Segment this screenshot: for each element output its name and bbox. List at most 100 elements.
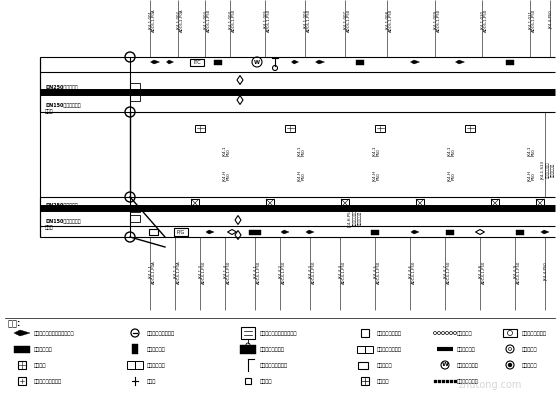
Bar bbox=[285, 124, 295, 131]
Bar bbox=[361, 329, 369, 337]
Bar bbox=[195, 124, 205, 131]
Bar bbox=[18, 377, 26, 385]
Text: P50: P50 bbox=[302, 172, 306, 180]
Text: JX4-1-010: JX4-1-010 bbox=[481, 10, 485, 29]
Bar bbox=[446, 380, 449, 383]
Bar bbox=[130, 94, 140, 101]
Text: 音响报警器: 音响报警器 bbox=[522, 362, 538, 368]
Polygon shape bbox=[151, 60, 160, 64]
Bar bbox=[465, 124, 475, 131]
Bar bbox=[174, 228, 188, 236]
Text: JX4-1-004: JX4-1-004 bbox=[229, 10, 233, 29]
Text: JX4-1-2: JX4-1-2 bbox=[174, 265, 178, 279]
Bar bbox=[361, 377, 369, 385]
Text: W: W bbox=[442, 362, 449, 368]
Polygon shape bbox=[166, 60, 174, 64]
Bar bbox=[503, 329, 517, 337]
Bar bbox=[14, 346, 30, 352]
Text: ADC4-1-P50: ADC4-1-P50 bbox=[227, 260, 231, 284]
Text: JX4-4-5: JX4-4-5 bbox=[374, 265, 378, 279]
Text: 逃生指示灯: 逃生指示灯 bbox=[522, 346, 538, 352]
Text: 隧道管: 隧道管 bbox=[45, 108, 54, 113]
Text: DN150钢管穿管管道: DN150钢管穿管管道 bbox=[45, 102, 81, 108]
Text: 洞内指示标志: 洞内指示标志 bbox=[147, 346, 166, 352]
Text: JX4-1-4: JX4-1-4 bbox=[224, 265, 228, 279]
Text: JX4-H: JX4-H bbox=[298, 171, 302, 181]
Text: P50: P50 bbox=[227, 172, 231, 180]
Text: DN250管道间接箱: DN250管道间接箱 bbox=[45, 86, 78, 90]
Text: ADC4-1-P50: ADC4-1-P50 bbox=[312, 260, 316, 284]
Text: 隧道管: 隧道管 bbox=[45, 226, 54, 231]
Bar bbox=[536, 199, 544, 207]
Text: P50: P50 bbox=[452, 172, 456, 180]
Text: JX4-4-3: JX4-4-3 bbox=[309, 265, 313, 279]
Bar bbox=[130, 83, 140, 90]
Text: JX4-4-8: JX4-4-8 bbox=[479, 265, 483, 279]
Bar bbox=[190, 58, 204, 66]
Bar bbox=[130, 215, 140, 222]
Text: ADC4-1-P50: ADC4-1-P50 bbox=[342, 260, 346, 284]
Text: JX4-1: JX4-1 bbox=[298, 147, 302, 157]
Text: 人行横通道门: 人行横通道门 bbox=[457, 346, 476, 352]
Polygon shape bbox=[14, 330, 30, 336]
Text: P50: P50 bbox=[532, 148, 536, 156]
Text: JX4-1-005: JX4-1-005 bbox=[264, 10, 268, 29]
Text: JX4-1-001: JX4-1-001 bbox=[149, 10, 153, 29]
Bar bbox=[450, 380, 452, 383]
Text: ADC6-1-P0A: ADC6-1-P0A bbox=[152, 8, 156, 32]
Text: JX4-4-4: JX4-4-4 bbox=[339, 265, 343, 279]
Text: 洞内警告标志: 洞内警告标志 bbox=[34, 346, 53, 352]
Polygon shape bbox=[455, 60, 464, 64]
Text: 图例:: 图例: bbox=[8, 320, 21, 328]
Text: JX4-4-2: JX4-4-2 bbox=[279, 265, 283, 279]
Bar bbox=[127, 361, 135, 369]
Bar bbox=[506, 60, 514, 65]
Text: ADC4-1-P50: ADC4-1-P50 bbox=[482, 260, 486, 284]
Bar bbox=[357, 346, 365, 352]
Bar bbox=[191, 199, 199, 207]
Text: ADC6-1-P50: ADC6-1-P50 bbox=[532, 8, 536, 32]
Polygon shape bbox=[315, 60, 324, 64]
Text: 洞外限速通告灯: 洞外限速通告灯 bbox=[457, 378, 479, 383]
Bar bbox=[446, 229, 454, 234]
Bar bbox=[491, 199, 499, 207]
Text: DN250管道间接箱: DN250管道间接箱 bbox=[45, 202, 78, 207]
Bar bbox=[18, 361, 26, 369]
Bar bbox=[365, 346, 373, 352]
Text: 风速风向检测器: 风速风向检测器 bbox=[457, 362, 479, 368]
Text: 隧道火灾报警探测器: 隧道火灾报警探测器 bbox=[147, 331, 175, 336]
Text: JX4-H-P54
隧道单向双车道
隧道预留预埋: JX4-H-P54 隧道单向双车道 隧道预留预埋 bbox=[348, 208, 362, 228]
Text: ADC4-1-P50: ADC4-1-P50 bbox=[202, 260, 206, 284]
Bar bbox=[356, 60, 364, 65]
Text: JX4-1: JX4-1 bbox=[223, 147, 227, 157]
Bar bbox=[135, 361, 143, 369]
Text: 悬挂式可变信息标志: 悬挂式可变信息标志 bbox=[260, 362, 288, 368]
Text: JX4-1-009: JX4-1-009 bbox=[434, 10, 438, 29]
Text: ADC6-1-P50: ADC6-1-P50 bbox=[389, 8, 393, 32]
Bar bbox=[433, 380, 436, 383]
Text: W: W bbox=[254, 60, 260, 65]
Bar bbox=[375, 124, 385, 131]
Bar bbox=[437, 380, 441, 383]
Text: JX4-1-003: JX4-1-003 bbox=[204, 10, 208, 29]
Bar bbox=[371, 229, 379, 234]
Polygon shape bbox=[281, 230, 289, 234]
Bar bbox=[266, 199, 274, 207]
Text: 水墨弱电架板: 水墨弱电架板 bbox=[147, 362, 166, 368]
Bar bbox=[130, 205, 140, 212]
Bar bbox=[516, 229, 524, 234]
Polygon shape bbox=[292, 60, 298, 64]
Text: 光带导向灯: 光带导向灯 bbox=[457, 331, 473, 336]
Polygon shape bbox=[541, 230, 549, 234]
Text: JX4-1-1: JX4-1-1 bbox=[149, 265, 153, 279]
Text: ADC6-2-P0A: ADC6-2-P0A bbox=[180, 8, 184, 32]
Text: JX4-4-P50: JX4-4-P50 bbox=[544, 262, 548, 281]
Text: 扬声广播: 扬声广播 bbox=[260, 378, 273, 383]
Polygon shape bbox=[306, 230, 314, 234]
Text: ADC6-1-P50: ADC6-1-P50 bbox=[307, 8, 311, 32]
Text: JX4-4-6: JX4-4-6 bbox=[409, 265, 413, 279]
Text: JX4-H: JX4-H bbox=[448, 171, 452, 181]
Text: P50: P50 bbox=[227, 148, 231, 156]
Text: ADC6-1-P50: ADC6-1-P50 bbox=[207, 8, 211, 32]
Text: JX4-1-008: JX4-1-008 bbox=[386, 10, 390, 29]
